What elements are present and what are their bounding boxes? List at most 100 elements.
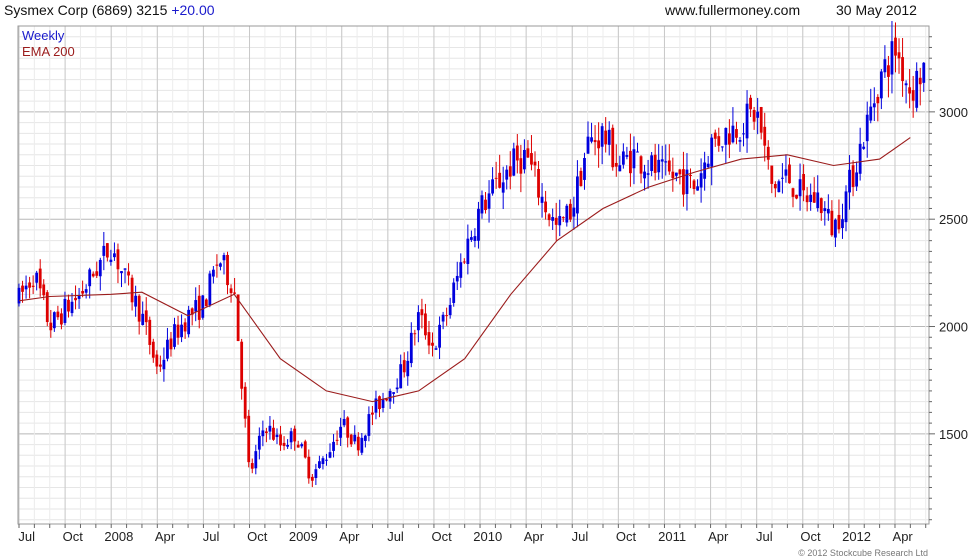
x-tick-label: Oct (800, 529, 821, 544)
candle-body (328, 452, 332, 458)
candle-body (459, 262, 463, 278)
candle-body (477, 208, 480, 241)
candle-body (473, 236, 477, 241)
candle-body (876, 96, 880, 104)
candle-body (625, 155, 629, 157)
ema-line (18, 137, 911, 403)
candle-body (455, 275, 459, 282)
candle-body (102, 245, 106, 256)
y-axis: 1500 2000 2500 3000 (929, 36, 968, 521)
candle-body (904, 83, 908, 86)
candle-body (579, 170, 583, 186)
candle-body (639, 156, 643, 174)
candle-body (296, 444, 300, 448)
candle-body (52, 312, 56, 329)
x-tick-label: 2012 (842, 529, 871, 544)
candle-body (363, 435, 367, 441)
candle-body (752, 109, 756, 122)
candle-body (155, 354, 159, 367)
candle-body (664, 161, 668, 163)
x-tick-label: Jul (387, 529, 404, 544)
candle-body (307, 456, 311, 479)
candle-body (381, 399, 385, 408)
candle-body (208, 273, 212, 306)
candle-body (406, 360, 410, 377)
candle-body (169, 338, 173, 350)
candle-body (180, 324, 183, 338)
x-tick-label: Apr (893, 529, 914, 544)
candle-body (130, 277, 134, 303)
candle-body (148, 319, 152, 345)
candle-body (81, 290, 85, 294)
candle-body (745, 103, 749, 139)
candle-body (310, 476, 314, 481)
x-axis: Jul Oct 2008 Apr Jul Oct 2009 Apr Jul Oct 2010 Apr J… (18, 524, 927, 544)
candle-body (300, 444, 304, 447)
candle-body (24, 285, 28, 290)
candle-body (915, 70, 919, 108)
candle-body (441, 314, 445, 322)
candle-body (279, 434, 282, 446)
candle-body (597, 140, 601, 149)
legend-weekly: Weekly (22, 28, 65, 43)
candle-body (699, 173, 703, 188)
candle-body (374, 398, 378, 413)
candle-body (667, 160, 671, 172)
candle-body (105, 243, 109, 258)
candle-body (268, 425, 272, 432)
candle-body (908, 87, 912, 94)
candle-body (614, 162, 618, 167)
candle-body (176, 324, 180, 338)
candle-body (462, 261, 466, 263)
candle-body (158, 364, 162, 367)
candle-body (204, 299, 208, 307)
x-tick-label: 2010 (473, 529, 502, 544)
candle-body (710, 137, 714, 167)
candle-body (522, 149, 526, 170)
candle-body (282, 442, 286, 446)
x-tick-label: Oct (432, 529, 453, 544)
candle-body (272, 427, 275, 440)
candle-body (222, 255, 226, 261)
candle-body (360, 437, 364, 453)
candle-body (901, 57, 904, 82)
candle-body (689, 174, 692, 176)
candle-body (491, 179, 494, 194)
candle-body (98, 259, 102, 277)
x-tick-label: 2011 (658, 529, 686, 544)
candle-body (74, 297, 77, 301)
candle-body (162, 359, 166, 370)
candle-body (346, 417, 350, 438)
candle-body (399, 364, 403, 389)
candle-body (678, 169, 682, 175)
candle-body (791, 188, 795, 197)
candle-body (586, 136, 590, 154)
candle-body (116, 249, 120, 270)
candle-body (508, 166, 512, 177)
candle-body (261, 430, 265, 437)
candle-body (544, 201, 548, 213)
candle-body (247, 415, 251, 463)
candle-body (95, 271, 99, 276)
candle-body (395, 387, 399, 390)
candle-body (724, 127, 728, 145)
y-tick-label: 1500 (939, 427, 968, 442)
candle-body (431, 342, 434, 346)
candle-body (420, 309, 424, 316)
candle-body (211, 269, 215, 277)
candle-body (593, 140, 597, 143)
candle-body (890, 41, 894, 75)
candle-body (332, 441, 335, 451)
candle-body (872, 103, 876, 108)
candle-body (894, 37, 897, 56)
candle-body (887, 65, 890, 77)
candle-body (342, 418, 346, 426)
candle-body (572, 207, 576, 217)
candle-body (56, 311, 60, 318)
candle-body (600, 126, 604, 147)
candle-body (784, 169, 788, 176)
candle-body (91, 273, 95, 277)
candle-body (858, 143, 862, 174)
candle-body (254, 451, 258, 469)
candle-body (321, 458, 325, 465)
